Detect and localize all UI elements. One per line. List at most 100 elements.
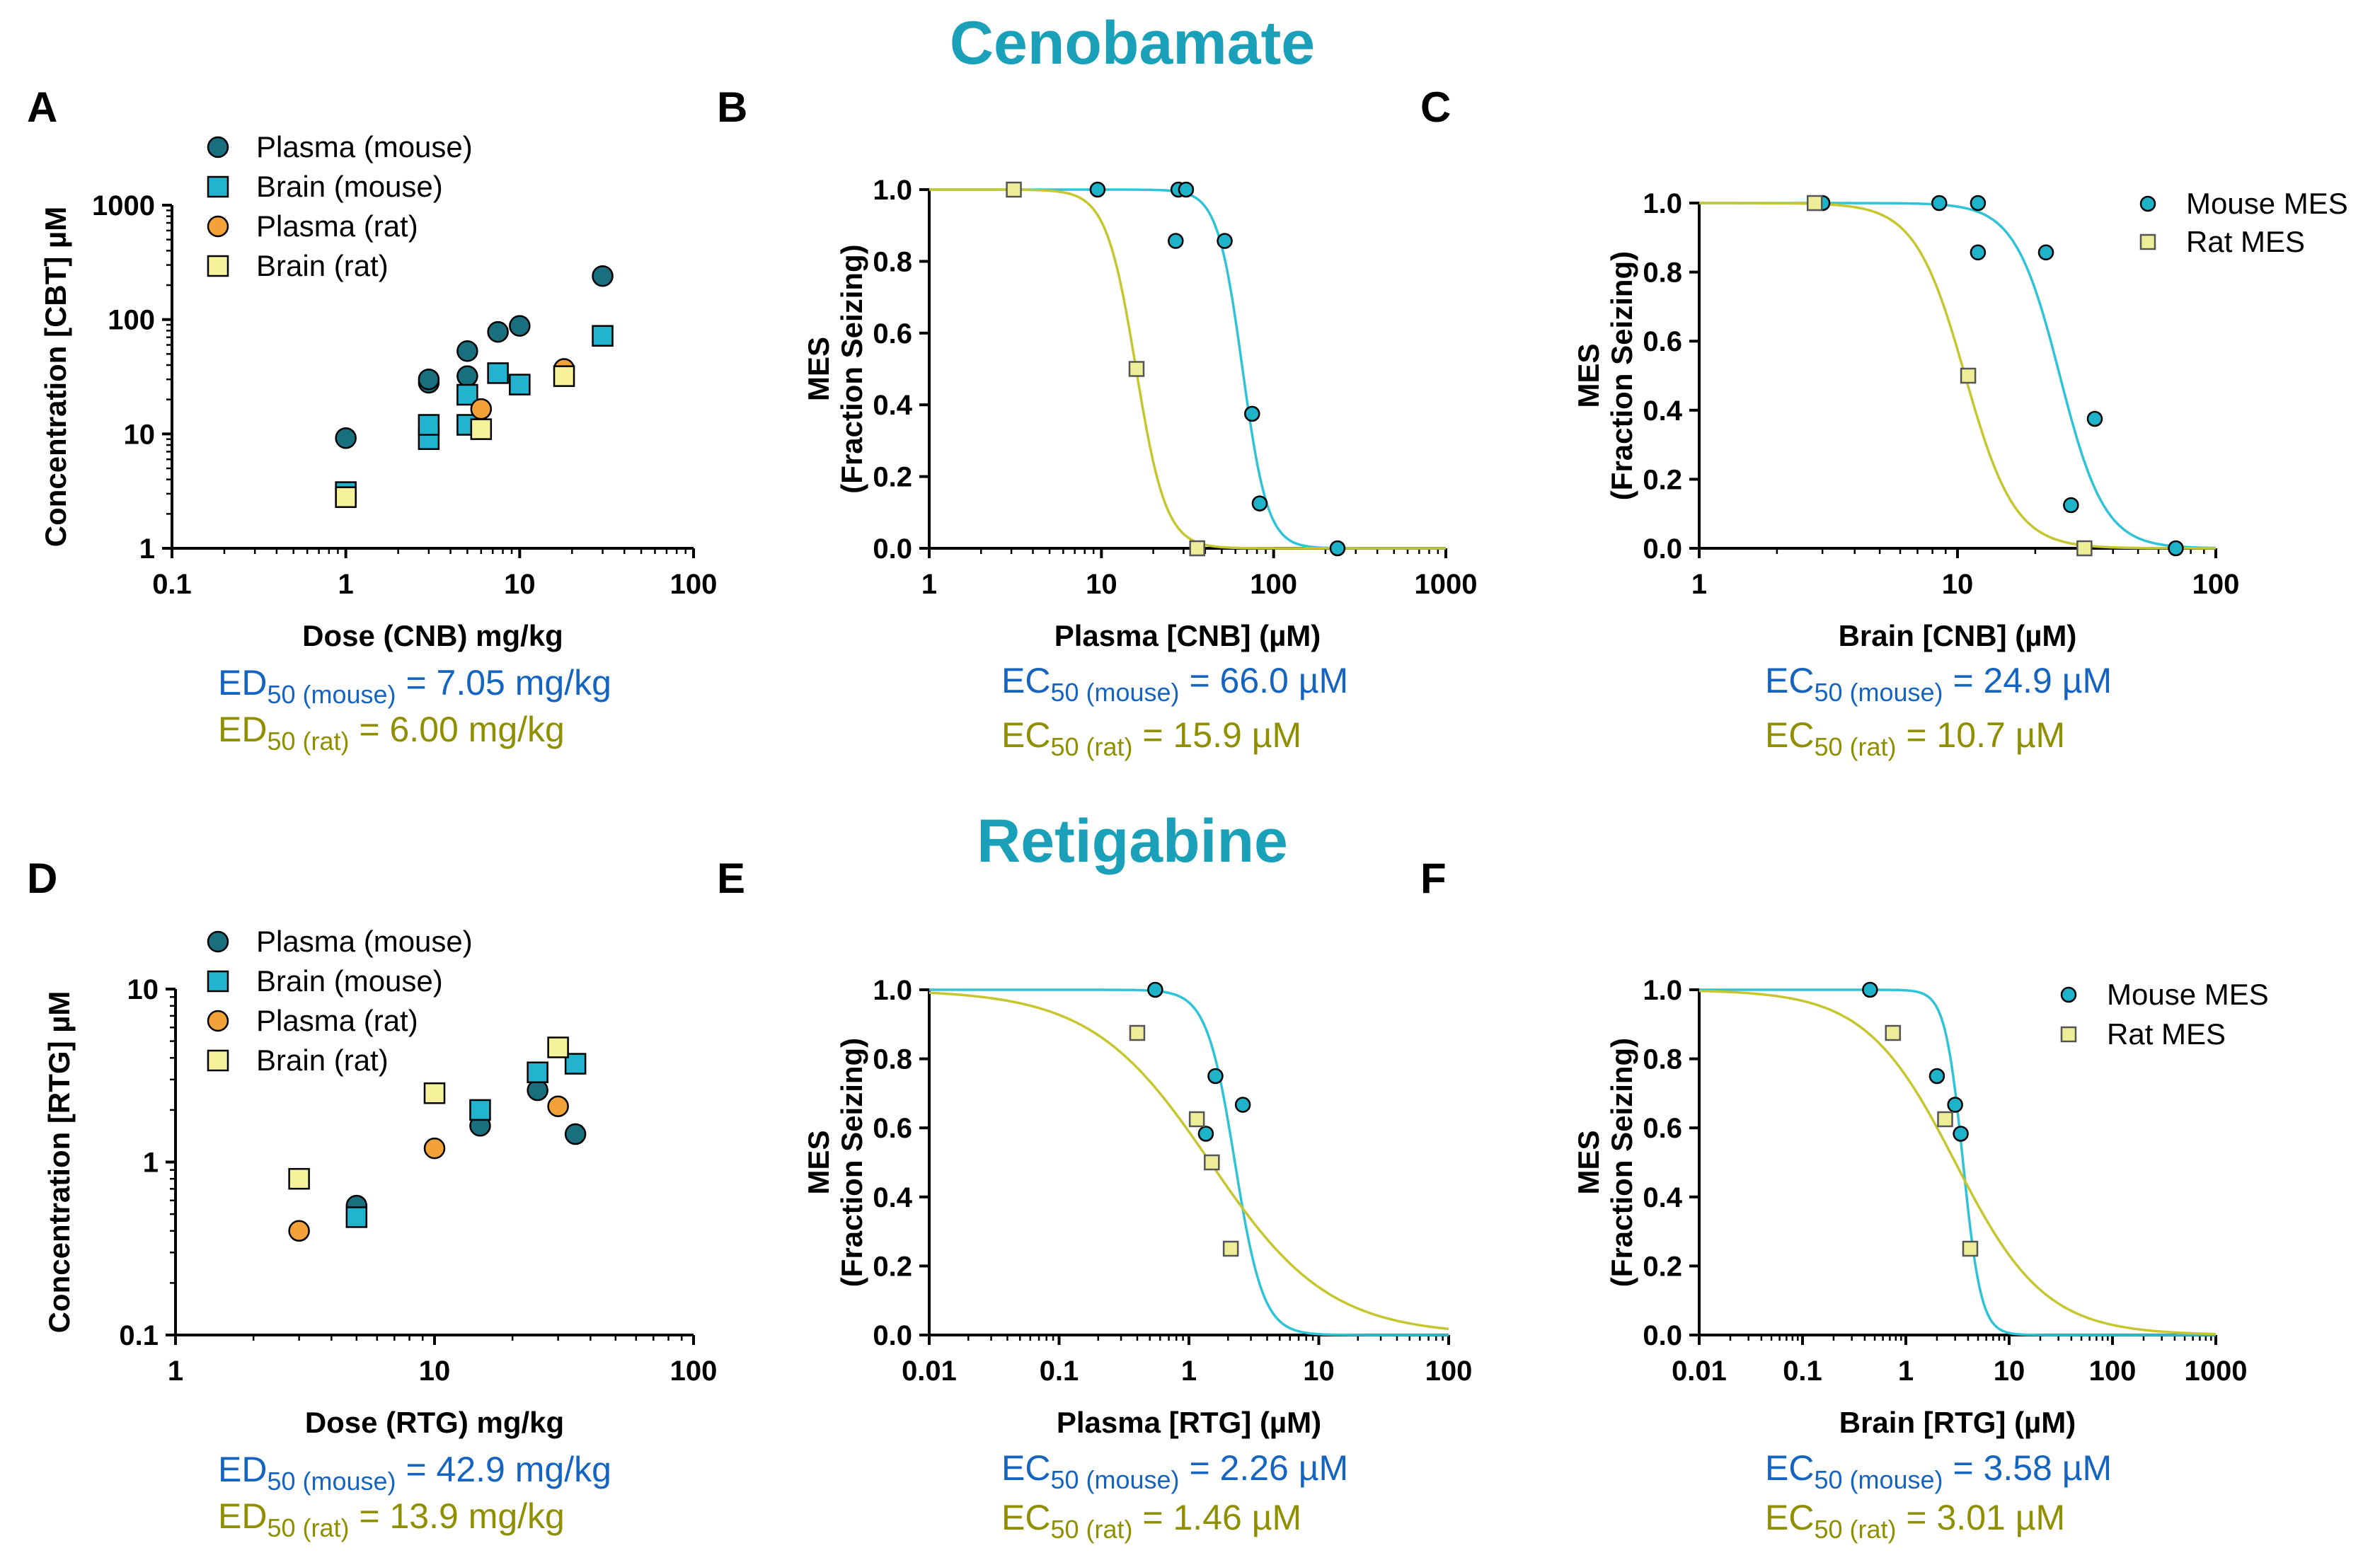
y-tick-label: 1.0 <box>873 975 912 1006</box>
fit-curve-rat-fit <box>929 991 1449 1331</box>
fit-curve-mouse-fit <box>929 188 1446 550</box>
annot-c-rat: EC50 (rat) = 10.7 µM <box>1765 715 2066 761</box>
legend-marker-rat-mes <box>2060 1026 2077 1043</box>
point-plasma-mouse <box>564 1123 587 1145</box>
point-plasma-mouse <box>527 1079 548 1102</box>
y-tick-label: 0.6 <box>873 1113 912 1144</box>
point-plasma-rat <box>547 1095 569 1117</box>
x-tick-label: 100 <box>670 1356 718 1387</box>
y-axis-title: MES <box>802 1130 835 1194</box>
panel-letter-f: F <box>1420 855 1447 902</box>
x-tick-label: 100 <box>1425 1356 1473 1387</box>
point-mouse-mes <box>1089 181 1106 198</box>
annot-e-mouse: EC50 (mouse) = 2.26 µM <box>1001 1448 1349 1494</box>
x-tick-label: 100 <box>2089 1356 2137 1387</box>
chart-panel-b: 1 10 100 1000 0.0 0.2 0.4 0.6 0.8 1.0 Plasma [CNB]… <box>802 175 1477 652</box>
annot-f-mouse: EC50 (mouse) = 3.58 µM <box>1765 1448 2112 1494</box>
point-mouse-mes <box>1970 244 1987 261</box>
point-brain-rat <box>547 1036 569 1058</box>
point-brain-mouse <box>418 414 440 436</box>
fit-curve-mouse-fit <box>1699 202 2216 550</box>
point-brain-rat <box>288 1167 310 1190</box>
annot-e-rat: EC50 (rat) = 1.46 µM <box>1001 1498 1302 1544</box>
x-tick-label: 100 <box>670 569 718 600</box>
chart-panel-f: 0.01 0.1 1 10 100 1000 0.0 0.2 0.4 0.6 0.8 1.0 Brain… <box>1572 975 2269 1439</box>
annot-a-mouse: ED50 (mouse) = 7.05 mg/kg <box>218 663 611 709</box>
point-rat-mes <box>1129 1024 1146 1041</box>
x-tick-label: 1000 <box>2185 1356 2248 1387</box>
point-plasma-mouse <box>487 320 509 343</box>
legend-marker-brain-rat <box>207 1049 229 1072</box>
y-tick-label: 0.8 <box>1643 258 1682 289</box>
legend-label-plasma-mouse: Plasma (mouse) <box>256 130 473 163</box>
point-brain-mouse <box>509 374 531 395</box>
point-plasma-rat <box>423 1137 446 1160</box>
point-mouse-mes <box>2168 540 2184 557</box>
y-tick-label: 1.0 <box>1643 975 1682 1006</box>
y-axis-title: Concentration [CBT] µM <box>39 207 72 547</box>
point-brain-mouse <box>469 1099 491 1121</box>
y-tick-label: 0.6 <box>873 318 912 349</box>
y-tick-label: 0.4 <box>1643 395 1682 427</box>
point-mouse-mes <box>1947 1097 1963 1113</box>
y-axis-title: MES <box>802 337 835 401</box>
point-mouse-mes <box>1329 540 1346 557</box>
point-plasma-rat <box>470 398 493 420</box>
point-rat-mes <box>1188 1111 1205 1128</box>
point-plasma-mouse <box>456 365 478 387</box>
y-tick-label: 10 <box>127 974 159 1005</box>
legend-label-brain-rat: Brain (rat) <box>256 1044 389 1077</box>
point-brain-rat <box>553 365 575 387</box>
point-rat-mes <box>1006 181 1022 198</box>
point-mouse-mes <box>1970 195 1987 212</box>
chart-panel-e: 0.01 0.1 1 10 100 0.0 0.2 0.4 0.6 0.8 1.0 Plasma [R… <box>802 975 1472 1439</box>
legend-label-mouse-mes: Mouse MES <box>2186 187 2348 220</box>
legend-marker-plasma-rat <box>207 1010 229 1032</box>
x-tick-label: 10 <box>1303 1356 1335 1387</box>
legend-label-rat-mes: Rat MES <box>2107 1017 2226 1051</box>
chart-panel-a: 0.1 1 10 100 1 10 100 1000 Dose (CNB) mg/kg Conce… <box>39 130 717 652</box>
point-plasma-mouse <box>509 315 531 337</box>
x-tick-label: 1000 <box>1415 569 1478 600</box>
x-axis-title: Dose (CNB) mg/kg <box>302 619 563 652</box>
point-brain-mouse <box>345 1206 368 1228</box>
annot-b-mouse: EC50 (mouse) = 66.0 µM <box>1001 661 1349 707</box>
y-tick-label: 0.4 <box>1643 1182 1682 1213</box>
point-mouse-mes <box>1953 1126 1969 1142</box>
x-tick-label: 1 <box>1898 1356 1914 1387</box>
point-mouse-mes <box>2063 497 2079 514</box>
point-mouse-mes <box>2037 244 2054 261</box>
x-tick-label: 100 <box>1250 569 1297 600</box>
point-brain-rat <box>335 486 357 508</box>
y-axis-subtitle: (Fraction Seizing) <box>1605 1038 1638 1287</box>
legend-label-mouse-mes: Mouse MES <box>2107 978 2269 1011</box>
point-mouse-mes <box>1217 233 1233 249</box>
x-tick-label: 10 <box>419 1356 451 1387</box>
y-tick-label: 0.6 <box>1643 1113 1682 1144</box>
legend-marker-brain-rat <box>207 255 229 277</box>
legend-marker-plasma-mouse <box>207 930 229 953</box>
y-tick-label: 0.2 <box>1643 1251 1682 1282</box>
y-tick-label: 0.8 <box>1643 1044 1682 1075</box>
y-axis-title: MES <box>1572 343 1605 408</box>
y-tick-label: 1000 <box>92 190 155 221</box>
point-mouse-mes <box>1928 1068 1945 1085</box>
point-rat-mes <box>1937 1111 1953 1128</box>
y-tick-label: 0.0 <box>1643 1320 1682 1351</box>
legend-marker-mouse-mes <box>2060 986 2077 1003</box>
point-plasma-rat <box>288 1220 310 1242</box>
point-rat-mes <box>1960 367 1977 384</box>
point-rat-mes <box>1204 1154 1220 1171</box>
point-mouse-mes <box>1168 233 1184 249</box>
legend-label-plasma-mouse: Plasma (mouse) <box>256 925 473 958</box>
x-tick-label: 10 <box>1942 569 1974 600</box>
legend-marker-mouse-mes <box>2139 195 2156 212</box>
y-axis-subtitle: (Fraction Seizing) <box>835 244 868 493</box>
x-axis-title: Plasma [CNB] (µM) <box>1054 619 1321 652</box>
y-tick-label: 1.0 <box>1643 188 1682 219</box>
header-retigabine: Retigabine <box>977 807 1288 875</box>
x-tick-label: 1 <box>338 569 354 600</box>
point-brain-rat <box>423 1082 446 1104</box>
point-rat-mes <box>1222 1240 1239 1257</box>
x-axis-title: Plasma [RTG] (µM) <box>1057 1406 1321 1439</box>
